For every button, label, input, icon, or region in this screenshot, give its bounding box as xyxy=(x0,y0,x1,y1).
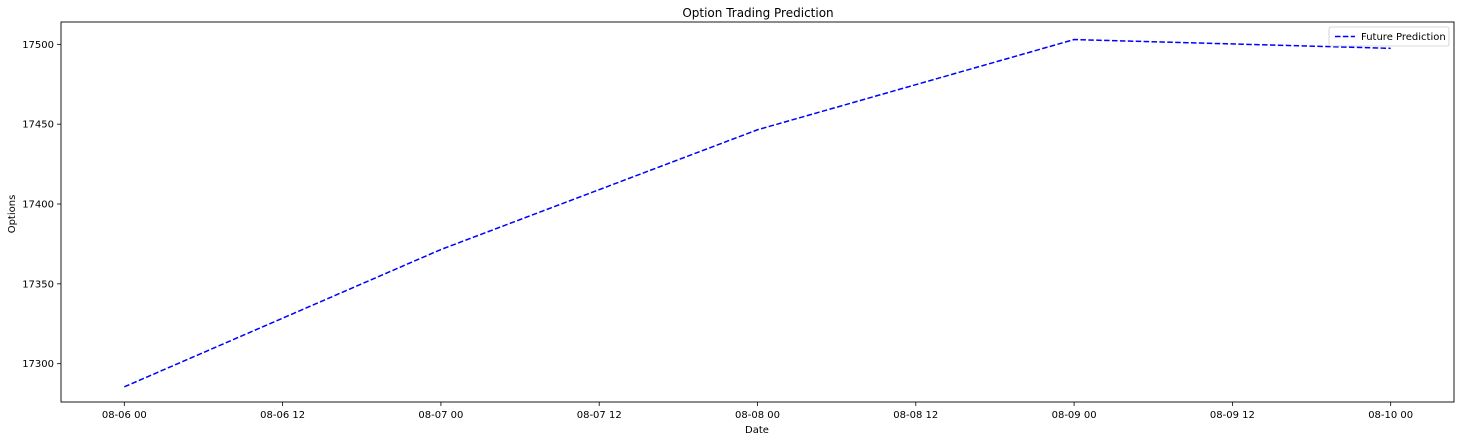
x-tick-label: 08-07 00 xyxy=(418,410,463,421)
legend: Future Prediction xyxy=(1328,26,1450,47)
y-axis-title: Options xyxy=(7,195,18,234)
y-tick-label: 17350 xyxy=(22,279,54,290)
x-axis-title: Date xyxy=(745,425,769,436)
y-tick-label: 17300 xyxy=(22,359,54,370)
series-line xyxy=(124,38,1391,388)
x-tick-label: 08-08 12 xyxy=(893,410,938,421)
x-tick-label: 08-08 00 xyxy=(735,410,780,421)
x-tick-label: 08-10 00 xyxy=(1368,410,1413,421)
x-tick-label: 08-06 12 xyxy=(260,410,305,421)
x-tick-label: 08-07 12 xyxy=(577,410,622,421)
series-layer xyxy=(124,38,1391,388)
legend-label: Future Prediction xyxy=(1361,32,1446,43)
y-tick-label: 17500 xyxy=(22,40,54,51)
y-tick-label: 17400 xyxy=(22,200,54,211)
plot-area xyxy=(60,21,1455,403)
x-axis: 08-06 00 08-06 12 08-07 00 08-07 12 08-08 00… xyxy=(102,402,1413,421)
x-tick-label: 08-09 00 xyxy=(1052,410,1097,421)
legend-box xyxy=(1328,26,1450,47)
x-tick-label: 08-09 12 xyxy=(1210,410,1255,421)
y-tick-label: 17450 xyxy=(22,120,54,131)
y-axis: 17300 17350 17400 17450 17500 xyxy=(22,40,61,370)
chart-title: Option Trading Prediction xyxy=(682,6,833,20)
x-tick-label: 08-06 00 xyxy=(102,410,147,421)
